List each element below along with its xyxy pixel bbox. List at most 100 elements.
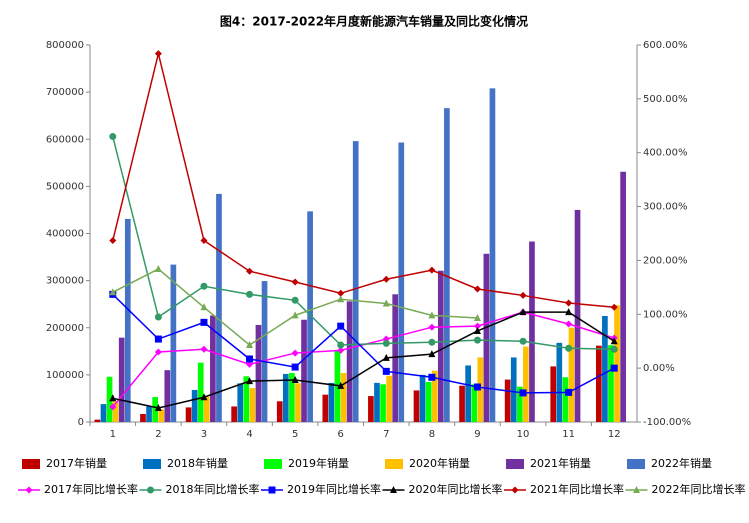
legend-marker	[147, 486, 154, 494]
bar	[556, 342, 563, 422]
legend-marker	[25, 486, 33, 494]
legend-swatch	[264, 459, 282, 469]
bar	[471, 384, 478, 422]
legend-label: 2022年同比增长率	[652, 482, 746, 496]
bar	[425, 381, 432, 422]
bar	[197, 362, 204, 422]
y-tick-label: 800000	[46, 40, 84, 51]
point	[428, 373, 436, 381]
point	[109, 288, 117, 296]
point	[200, 303, 208, 311]
point	[200, 237, 208, 245]
point	[291, 349, 299, 357]
point	[382, 339, 390, 347]
point	[291, 278, 299, 286]
point	[246, 290, 254, 298]
point	[200, 318, 208, 326]
point	[154, 335, 162, 343]
point	[154, 403, 162, 411]
point	[246, 340, 254, 348]
bar	[413, 390, 420, 422]
legend-swatch	[143, 459, 161, 469]
point	[291, 363, 299, 371]
x-tick-label: 5	[292, 429, 298, 440]
y-tick-label: 100000	[46, 370, 84, 381]
x-tick-label: 6	[338, 429, 344, 440]
legend-marker	[511, 486, 519, 494]
legend-swatch	[385, 459, 403, 469]
point	[519, 389, 527, 397]
legend-label: 2019年同比增长率	[287, 482, 381, 496]
bar	[504, 379, 511, 422]
legend-label: 2017年销量	[46, 456, 107, 470]
bar	[620, 171, 626, 422]
point	[473, 285, 481, 293]
point	[337, 295, 345, 303]
x-tick-label: 1	[110, 429, 116, 440]
bar	[282, 373, 289, 422]
bar	[550, 366, 557, 422]
y-tick-label: 400000	[46, 229, 84, 240]
y-tick-label: 300000	[46, 276, 84, 287]
bar	[255, 324, 262, 422]
bar	[510, 357, 517, 422]
bar	[489, 88, 496, 422]
bar	[574, 209, 581, 422]
bar	[170, 264, 177, 422]
point	[109, 237, 117, 245]
point	[337, 322, 345, 330]
point	[565, 344, 573, 352]
bar	[444, 108, 450, 423]
bar	[328, 382, 335, 422]
point	[109, 394, 117, 402]
y-tick-label: 200000	[46, 323, 84, 334]
point	[200, 282, 208, 290]
bar	[210, 315, 216, 422]
point	[246, 267, 254, 275]
point	[473, 383, 481, 391]
bar	[237, 383, 244, 422]
bar	[100, 404, 107, 422]
legend-swatch	[22, 459, 40, 469]
point	[428, 350, 436, 358]
line	[112, 136, 615, 351]
bar	[261, 281, 268, 422]
legend-label: 2018年销量	[167, 456, 228, 470]
point	[246, 360, 254, 368]
bar	[346, 301, 353, 422]
bar	[276, 401, 283, 422]
point	[200, 393, 208, 401]
y2-tick-label: 0.00%	[643, 363, 675, 374]
point	[565, 299, 573, 307]
x-tick-label: 3	[201, 429, 207, 440]
legend-label: 2019年销量	[288, 456, 349, 470]
bar	[152, 397, 158, 422]
point	[154, 265, 162, 273]
legend-label: 2017年同比增长率	[44, 482, 138, 496]
point	[246, 355, 254, 363]
bar	[140, 413, 146, 422]
bar	[516, 386, 523, 422]
bar	[419, 374, 426, 422]
bar	[322, 394, 329, 422]
point	[565, 320, 573, 328]
y2-tick-label: 100.00%	[643, 309, 688, 320]
x-tick-label: 2	[155, 429, 161, 440]
bar	[203, 397, 210, 422]
legend-label: 2022年销量	[651, 456, 712, 470]
bar	[523, 346, 529, 422]
x-tick-label: 9	[474, 429, 480, 440]
point	[610, 364, 618, 372]
point	[382, 367, 390, 375]
y2-tick-label: 300.00%	[643, 202, 688, 213]
chart-title: 图4：2017-2022年月度新能源汽车销量及同比变化情况	[220, 14, 528, 29]
point	[337, 346, 345, 354]
bar	[368, 396, 374, 422]
bar	[158, 409, 165, 422]
point	[200, 345, 208, 353]
point	[473, 326, 481, 334]
bar	[301, 319, 307, 422]
point	[428, 338, 436, 346]
bar	[185, 407, 192, 422]
y2-tick-label: 200.00%	[643, 255, 688, 266]
